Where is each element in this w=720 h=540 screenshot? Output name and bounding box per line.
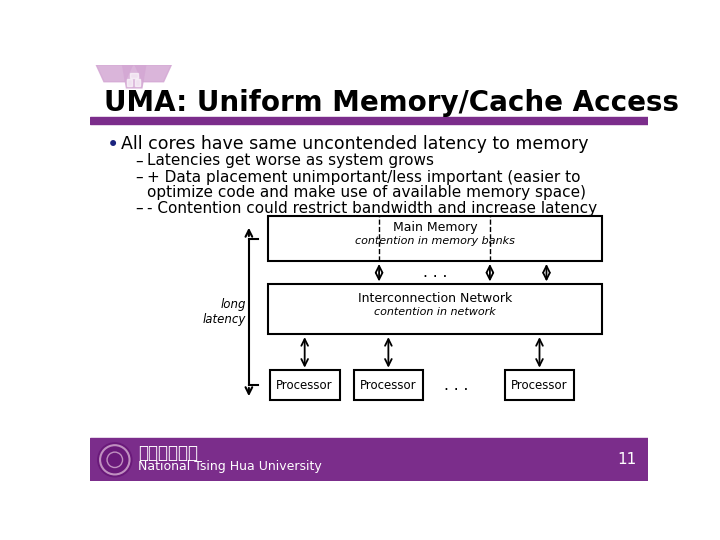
Text: 國立清華大學: 國立清華大學: [138, 444, 198, 462]
Text: Processor: Processor: [511, 379, 568, 392]
Circle shape: [98, 443, 132, 477]
Text: . . .: . . .: [444, 377, 468, 393]
Text: Latencies get worse as system grows: Latencies get worse as system grows: [147, 153, 433, 168]
Text: –: –: [135, 201, 143, 216]
Text: •: •: [107, 135, 120, 155]
Text: Processor: Processor: [276, 379, 333, 392]
Bar: [127, 79, 132, 85]
Text: contention in memory banks: contention in memory banks: [355, 236, 515, 246]
Text: 11: 11: [617, 453, 636, 467]
Text: - Contention could restrict bandwidth and increase latency: - Contention could restrict bandwidth an…: [147, 201, 597, 216]
Bar: [90, 438, 648, 481]
Text: Main Memory: Main Memory: [392, 221, 477, 234]
Text: –: –: [135, 153, 143, 168]
Polygon shape: [122, 65, 145, 88]
Bar: [90, 117, 648, 124]
Text: contention in network: contention in network: [374, 307, 496, 317]
Bar: [269, 217, 601, 261]
Text: Processor: Processor: [360, 379, 417, 392]
Bar: [130, 73, 138, 78]
Text: All cores have same uncontended latency to memory: All cores have same uncontended latency …: [121, 135, 588, 153]
Text: + Data placement unimportant/less important (easier to: + Data placement unimportant/less import…: [147, 170, 580, 185]
Bar: [505, 370, 575, 400]
Text: long
latency: long latency: [202, 298, 246, 326]
Text: optimize code and make use of available memory space): optimize code and make use of available …: [147, 185, 585, 200]
Bar: [135, 79, 140, 85]
Text: . . .: . . .: [423, 265, 447, 280]
Text: Interconnection Network: Interconnection Network: [358, 292, 512, 305]
Polygon shape: [96, 65, 132, 82]
Bar: [270, 370, 340, 400]
Polygon shape: [135, 65, 171, 82]
Text: –: –: [135, 170, 143, 185]
Bar: [354, 370, 423, 400]
Text: UMA: Uniform Memory/Cache Access: UMA: Uniform Memory/Cache Access: [104, 89, 679, 117]
Bar: [269, 284, 601, 334]
Text: National Tsing Hua University: National Tsing Hua University: [138, 460, 322, 473]
